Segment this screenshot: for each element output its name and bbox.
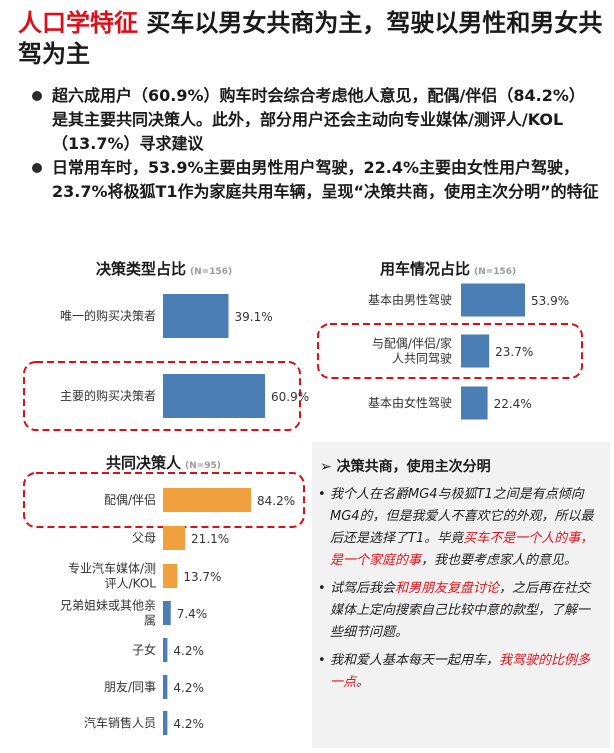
quote-text: 试驾后我会 [330, 581, 396, 596]
value-label: 22.4% [494, 397, 532, 411]
summary-bullets: 超六成用户（60.9%）购车时会综合考虑他人意见，配偶/伴侣（84.2%）是其主… [32, 84, 600, 204]
summary-bullet: 日常用车时，53.9%主要由男性用户驾驶，22.4%主要由女性用户驾驶，23.7… [32, 156, 600, 204]
quote-bullet-icon: • [318, 487, 326, 502]
category-label: 配偶/伴侣 [104, 492, 156, 507]
category-label: 与配偶/伴侣/家人共同驾驶 [372, 336, 452, 366]
bar [163, 711, 168, 735]
quote-text: ，我也要考虑家人的意见。 [421, 553, 578, 568]
value-label: 84.2% [257, 494, 295, 508]
value-label: 60.9% [271, 390, 309, 404]
category-label: 唯一的购买决策者 [60, 308, 156, 323]
chart-title-text: 决策类型占比 [96, 260, 187, 278]
quote-item: • 我个人在名爵MG4与极狐T1之间是有点倾向MG4的，但是我爱人不喜欢它的外观，… [318, 484, 602, 572]
chart-title-text: 共同决策人 [106, 454, 182, 472]
quote-text: ，之后再在社交媒体上定向搜索自己比较中意的款型，了解一些细节问题。 [330, 581, 591, 640]
bullet-dot-icon [32, 91, 42, 101]
category-label: 父母 [132, 531, 156, 545]
chart-title-text: 用车情况占比 [380, 260, 471, 278]
value-label: 53.9% [531, 294, 569, 308]
category-label: 主要的购买决策者 [60, 388, 156, 403]
quote-bullet-icon: • [318, 653, 326, 668]
notes-quotes: • 我个人在名爵MG4与极狐T1之间是有点倾向MG4的，但是我爱人不喜欢它的外观，… [318, 484, 602, 700]
value-label: 4.2% [173, 644, 204, 658]
title-text: 买车以男女共商为主，驾驶以男性和男女共驾为主 [18, 9, 603, 68]
quote-item: • 试驾后我会和男朋友复盘讨论，之后再在社交媒体上定向搜索自己比较中意的款型，了解… [318, 578, 602, 644]
bar [163, 564, 178, 588]
bar [163, 488, 251, 512]
bar [461, 334, 490, 368]
quote-text: 我和爱人基本每天一起用车， [330, 653, 500, 668]
value-label: 4.2% [173, 681, 204, 695]
bar [163, 294, 229, 338]
notes-heading-text: 决策共商，使用主次分明 [336, 459, 491, 475]
summary-bullet-text: 超六成用户（60.9%）购车时会综合考虑他人意见，配偶/伴侣（84.2%）是其主… [52, 86, 585, 153]
chart-title-decision-type: 决策类型占比 (N=156) [96, 258, 232, 279]
title-highlight: 人口学特征 [18, 9, 138, 37]
quote-highlight-text: 和男朋友复盘讨论 [395, 581, 500, 596]
highlight-box [23, 361, 301, 431]
bullet-dot-icon [32, 163, 42, 173]
category-label: 汽车销售人员 [84, 715, 156, 730]
bar [163, 675, 168, 699]
value-label: 4.2% [173, 717, 204, 731]
category-label: 子女 [132, 642, 156, 657]
value-label: 7.4% [177, 607, 208, 621]
quote-bullet-icon: • [318, 581, 326, 596]
chart-sample-size: (N=95) [185, 461, 221, 471]
category-label: 朋友/同事 [104, 680, 156, 694]
quote-highlight-text: 买车不是一个人的事，是一个家庭的事 [330, 531, 594, 568]
quote-text: 我个人在名爵MG4与极狐T1之间是有点倾向MG4的，但是我爱人不喜欢它的外观，所… [330, 487, 594, 546]
value-label: 23.7% [495, 345, 533, 359]
bar [163, 601, 171, 625]
chart-sample-size: (N=156) [190, 267, 233, 277]
summary-bullet-text: 日常用车时，53.9%主要由男性用户驾驶，22.4%主要由女性用户驾驶，23.7… [52, 158, 599, 201]
bar [163, 638, 168, 662]
value-label: 21.1% [191, 532, 229, 546]
category-label: 专业汽车媒体/测评人/KOL [68, 561, 156, 591]
chart-sample-size: (N=156) [474, 267, 517, 277]
summary-bullet: 超六成用户（60.9%）购车时会综合考虑他人意见，配偶/伴侣（84.2%）是其主… [32, 84, 600, 156]
quote-highlight-text: 我驾驶的比例多一点 [330, 653, 591, 690]
notes-heading: ➢ 决策共商，使用主次分明 [320, 456, 491, 476]
bar [461, 386, 488, 420]
category-label: 兄弟姐妹或其他亲属 [60, 599, 156, 628]
category-label: 基本由男性驾驶 [368, 292, 452, 307]
bar [461, 283, 525, 317]
arrow-icon: ➢ [320, 459, 337, 475]
bar [163, 526, 186, 550]
quote-item: • 我和爱人基本每天一起用车，我驾驶的比例多一点。 [318, 650, 602, 694]
value-label: 13.7% [183, 570, 221, 584]
chart-title-usage: 用车情况占比 (N=156) [380, 258, 516, 279]
page-title: 人口学特征 买车以男女共商为主，驾驶以男性和男女共驾为主 [18, 8, 608, 70]
category-label: 基本由女性驾驶 [368, 395, 452, 410]
bar [163, 374, 265, 418]
chart-title-co-decider: 共同决策人 (N=95) [106, 452, 221, 473]
quote-text: 。 [356, 675, 370, 690]
value-label: 39.1% [234, 310, 272, 324]
notes-panel [312, 442, 610, 748]
